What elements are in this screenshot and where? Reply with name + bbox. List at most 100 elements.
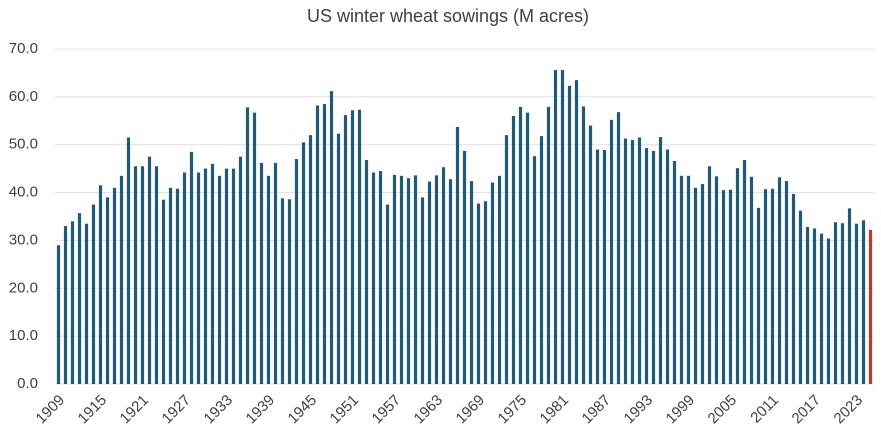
bar	[364, 160, 369, 384]
bar	[287, 199, 292, 384]
y-tick-label: 30.0	[9, 231, 38, 248]
bar	[693, 187, 698, 384]
bar	[203, 168, 208, 384]
bar	[441, 167, 446, 384]
bar	[525, 112, 530, 385]
bar	[574, 80, 579, 384]
bar	[420, 197, 425, 384]
bar	[637, 137, 642, 384]
bar	[399, 175, 404, 384]
bar	[707, 166, 712, 384]
bar	[735, 168, 740, 384]
bar	[847, 208, 852, 384]
bar	[217, 175, 222, 384]
bar	[301, 142, 306, 384]
bar	[147, 156, 152, 384]
bar	[357, 109, 362, 385]
bar	[273, 162, 278, 384]
bar	[161, 199, 166, 384]
bar	[427, 181, 432, 384]
bar	[112, 187, 117, 384]
bar	[672, 160, 677, 384]
bar	[175, 188, 180, 384]
y-tick-label: 60.0	[9, 88, 38, 105]
bar	[189, 151, 194, 384]
y-tick-label: 40.0	[9, 184, 38, 201]
bar	[490, 182, 495, 384]
bar	[686, 175, 691, 384]
bar	[861, 220, 866, 384]
bar	[840, 223, 845, 384]
x-tick-label: 1981	[537, 392, 573, 428]
bar	[63, 226, 68, 384]
x-tick-label: 2005	[705, 392, 741, 428]
x-tick-label: 2017	[789, 392, 825, 428]
bar	[462, 150, 467, 384]
y-tick-label: 50.0	[9, 136, 38, 153]
bar	[385, 204, 390, 384]
x-tick-label: 2011	[747, 392, 782, 427]
bar	[343, 115, 348, 385]
bar	[798, 210, 803, 384]
bar	[70, 221, 75, 384]
bar	[777, 177, 782, 384]
x-tick-label: 1933	[201, 392, 237, 428]
bar	[651, 150, 656, 384]
bar	[791, 194, 796, 384]
bar	[308, 135, 313, 384]
bar	[854, 223, 859, 384]
bar	[280, 198, 285, 384]
bar	[518, 106, 523, 385]
bar	[259, 162, 264, 384]
x-tick-label: 1975	[495, 392, 531, 428]
bar	[350, 110, 355, 384]
bar	[616, 112, 621, 385]
bar	[532, 156, 537, 384]
bar	[133, 166, 138, 384]
bar	[868, 229, 873, 384]
bar	[406, 178, 411, 384]
x-tick-label: 1957	[369, 392, 405, 428]
bar	[539, 136, 544, 384]
bar	[91, 204, 96, 384]
x-tick-label: 1969	[453, 392, 489, 428]
bar	[623, 138, 628, 384]
bar	[700, 183, 705, 384]
bar	[812, 228, 817, 384]
bar	[504, 135, 509, 384]
bar	[329, 91, 334, 384]
y-tick-label: 70.0	[9, 40, 38, 57]
bar	[231, 168, 236, 384]
bar	[826, 238, 831, 384]
x-tick-label: 1999	[663, 392, 699, 428]
bar	[567, 85, 572, 384]
bar	[602, 149, 607, 384]
x-tick-label: 1939	[243, 392, 279, 428]
x-tick-label: 1915	[75, 392, 111, 428]
bar	[322, 104, 327, 385]
bar	[595, 149, 600, 384]
bar	[560, 70, 565, 385]
bar	[728, 189, 733, 384]
bar	[756, 207, 761, 384]
bar	[98, 185, 103, 384]
bar	[434, 175, 439, 384]
x-tick-label: 1921	[117, 392, 153, 428]
bar	[721, 190, 726, 384]
bar	[77, 213, 82, 384]
bar	[168, 187, 173, 384]
bar	[413, 175, 418, 384]
bar	[833, 222, 838, 384]
y-tick-label: 0.0	[17, 375, 38, 392]
x-tick-label: 1987	[579, 392, 615, 428]
bar	[581, 106, 586, 384]
bar	[511, 116, 516, 384]
bar	[196, 172, 201, 384]
bar	[315, 105, 320, 384]
bar	[749, 176, 754, 384]
bar	[224, 168, 229, 384]
x-tick-label: 2023	[831, 392, 867, 428]
bar	[679, 175, 684, 384]
bar	[476, 203, 481, 384]
bar	[119, 175, 124, 384]
